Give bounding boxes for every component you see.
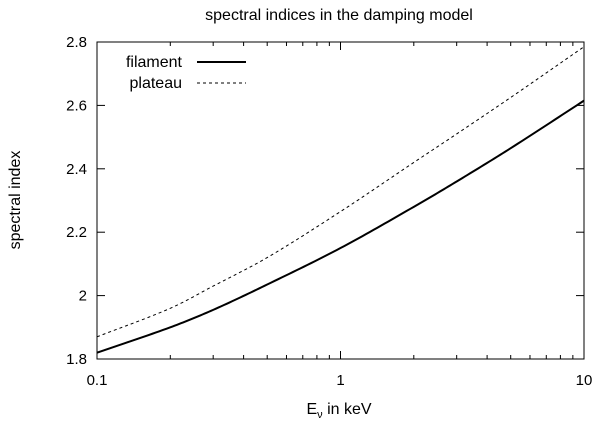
x-axis-label-unit: in keV [323,401,372,418]
y-tick-label: 2.4 [66,161,87,178]
axis-tick-labels: 0.1 1 10 1.8 2 2.2 2.4 2.6 2.8 [66,34,592,389]
y-tick-label: 1.8 [66,351,87,368]
axis-ticks [96,41,585,360]
y-tick-label: 2.6 [66,97,87,114]
x-axis-label-main: E [306,401,317,418]
x-axis-label: Eν in keV [306,401,371,421]
x-tick-label: 10 [576,372,593,389]
y-tick-label: 2.2 [66,224,87,241]
series-line-plateau [96,46,585,338]
chart-title: spectral indices in the damping model [205,7,473,24]
series-line-filament [96,99,585,354]
y-tick-label: 2 [79,288,87,305]
legend-label-filament: filament [126,54,183,71]
legend-label-plateau: plateau [130,75,183,92]
y-tick-label: 2.8 [66,34,87,51]
x-axis-label-subscript: ν [317,409,323,421]
x-tick-label: 0.1 [87,372,108,389]
legend: filament plateau [126,54,246,92]
y-axis-label: spectral index [7,151,24,250]
series-lines [96,46,585,354]
x-tick-label: 1 [336,372,344,389]
